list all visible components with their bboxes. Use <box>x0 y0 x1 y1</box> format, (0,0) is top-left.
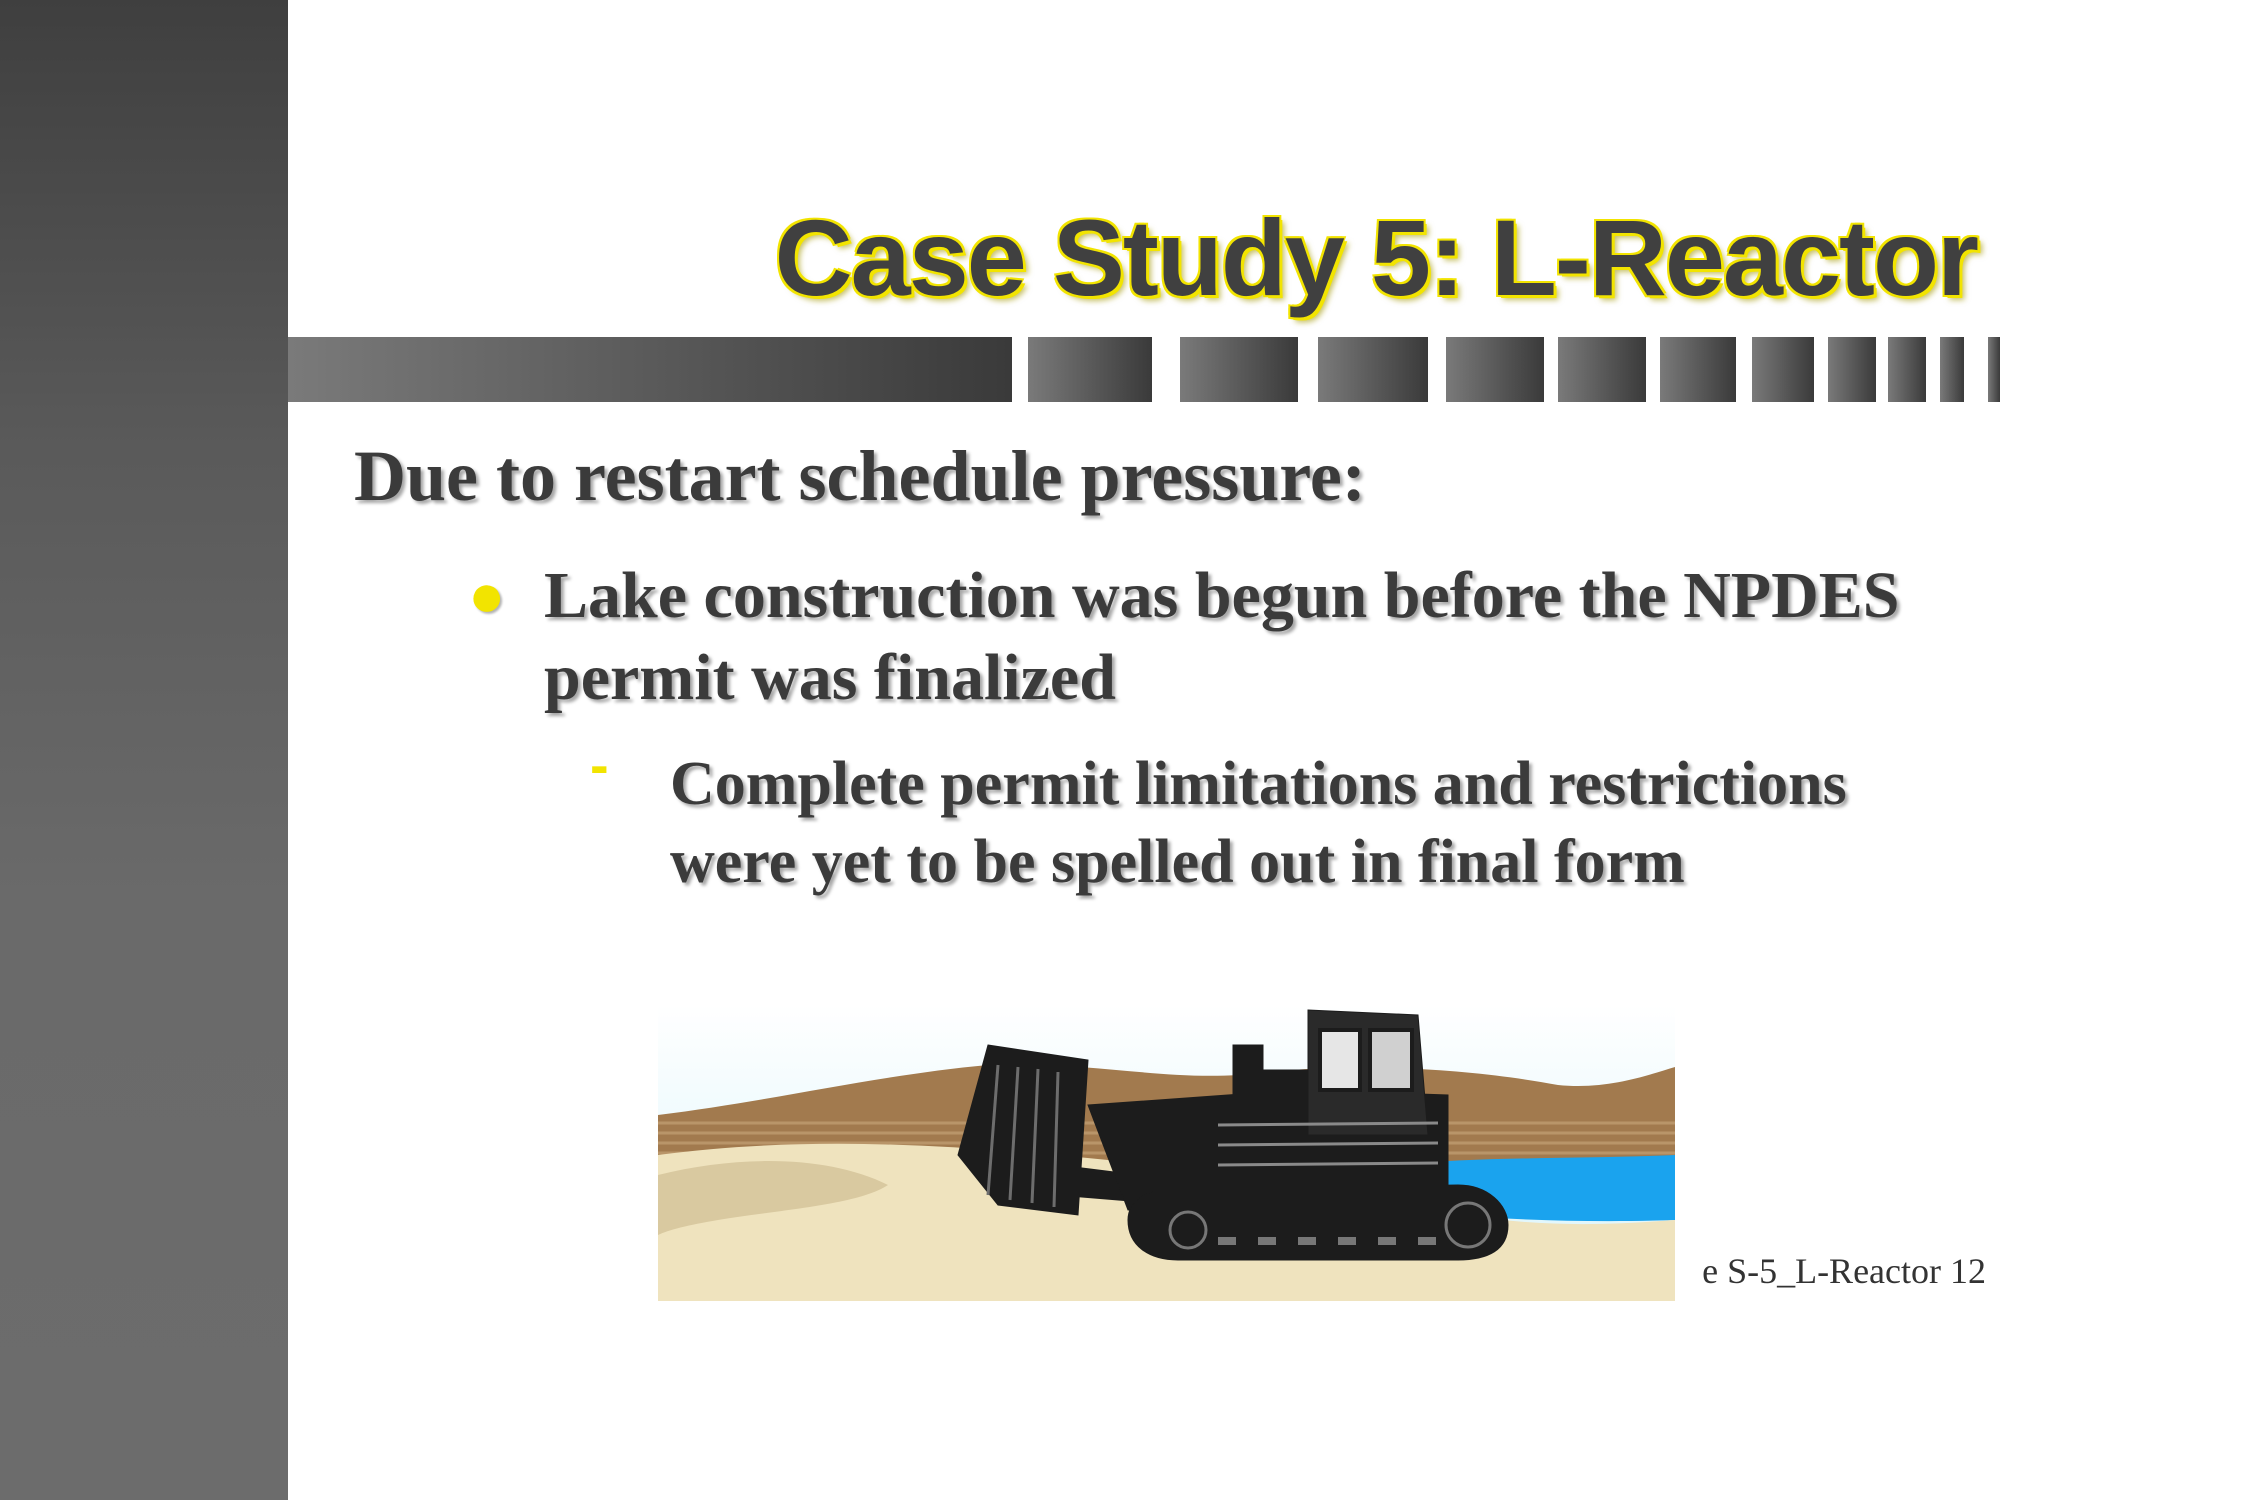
title-underline-band <box>288 337 2000 402</box>
sub-bullet-text: Complete permit limitations and restrict… <box>670 750 1847 896</box>
slide-heading: Due to restart schedule pressure: <box>354 436 1366 516</box>
left-decorative-bar <box>0 0 288 1500</box>
bullet-text: Lake construction was begun before the N… <box>544 559 1900 714</box>
bulldozer-clipart-icon <box>658 1005 1675 1301</box>
yellow-dash-bullet-icon: - <box>590 733 609 796</box>
yellow-dot-bullet-icon: ● <box>468 562 506 630</box>
slide-title: Case Study 5: L-Reactor <box>774 197 1979 318</box>
slide-footer: e S-5_L-Reactor 12 <box>1702 1251 1986 1291</box>
